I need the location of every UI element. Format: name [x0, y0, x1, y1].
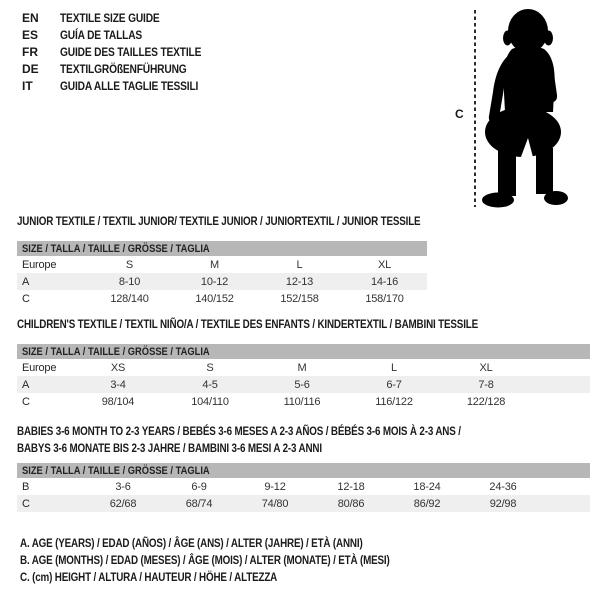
cell: XL — [479, 361, 493, 374]
row-label: Europe — [22, 361, 57, 374]
language-title: GUIDE DES TAILLES TEXTILE — [60, 45, 202, 59]
cell-filler — [541, 478, 590, 495]
height-measure-label: C — [455, 107, 464, 121]
cell: 68/74 — [161, 495, 237, 512]
size-header-row: SIZE / TALLA / TAILLE / GRÖSSE / TAGLIA — [17, 344, 591, 359]
language-title: TEXTILE SIZE GUIDE — [60, 11, 160, 25]
cell-filler — [532, 359, 590, 376]
table-row: A 8-10 10-12 12-13 14-16 — [17, 273, 428, 290]
footnote-a: A. AGE (YEARS) / EDAD (AÑOS) / ÂGE (ANS)… — [20, 536, 363, 550]
table-row: C 128/140 140/152 152/158 158/170 — [17, 290, 427, 307]
cell: 18-24 — [413, 480, 441, 493]
cell: 12-13 — [257, 273, 342, 290]
babies-table-title-line1: BABIES 3-6 MONTH TO 2-3 YEARS / BEBÉS 3-… — [17, 424, 461, 438]
cell: 3-4 — [72, 376, 164, 393]
cell: 74/80 — [237, 495, 313, 512]
row-label: A — [17, 273, 87, 290]
row-label: A — [17, 376, 72, 393]
baby-silhouette-shape — [482, 9, 568, 208]
row-label: C — [17, 495, 85, 512]
cell: 6-7 — [348, 376, 440, 393]
baby-silhouette-icon — [474, 9, 568, 208]
cell: S — [206, 361, 214, 374]
language-code: DE — [22, 62, 39, 76]
cell: 5-6 — [256, 376, 348, 393]
cell: 24-36 — [489, 480, 517, 493]
cell: M — [297, 361, 307, 374]
cell: S — [125, 258, 134, 271]
cell: 86/92 — [389, 495, 465, 512]
size-header-label: SIZE / TALLA / TAILLE / GRÖSSE / TAGLIA — [22, 345, 210, 358]
cell-filler — [532, 376, 591, 393]
cell: 104/110 — [191, 395, 229, 408]
size-header-row: SIZE / TALLA / TAILLE / GRÖSSE / TAGLIA — [17, 463, 591, 478]
cell: 128/140 — [110, 292, 149, 305]
table-row: C 62/68 68/74 74/80 80/86 86/92 92/98 — [17, 495, 591, 512]
footnote-b: B. AGE (MONTHS) / EDAD (MESES) / ÂGE (MO… — [20, 553, 390, 567]
footnotes: A. AGE (YEARS) / EDAD (AÑOS) / ÂGE (ANS)… — [20, 535, 471, 586]
size-header-label: SIZE / TALLA / TAILLE / GRÖSSE / TAGLIA — [22, 464, 210, 477]
language-title: GUIDA ALLE TAGLIE TESSILI — [60, 79, 199, 93]
legs-gap — [518, 138, 535, 165]
cell: 8-10 — [87, 273, 172, 290]
cell: 98/104 — [101, 395, 135, 408]
cell: 4-5 — [164, 376, 256, 393]
language-row-de: DE TEXTILGRÖßENFÜHRUNG — [22, 61, 226, 78]
cell: 140/152 — [195, 292, 234, 305]
cell: 3-6 — [115, 480, 131, 493]
junior-size-table: SIZE / TALLA / TAILLE / GRÖSSE / TAGLIA … — [17, 241, 428, 307]
babies-size-table: SIZE / TALLA / TAILLE / GRÖSSE / TAGLIA … — [17, 463, 591, 512]
language-title: GUÍA DE TALLAS — [60, 28, 143, 42]
cell-filler — [541, 495, 591, 512]
language-code: EN — [22, 11, 39, 25]
table-row: C 98/104 104/110 110/116 116/122 122/128 — [17, 393, 590, 410]
language-title: TEXTILGRÖßENFÜHRUNG — [60, 62, 187, 76]
footnote-c: C. (cm) HEIGHT / ALTURA / HAUTEUR / HÖHE… — [20, 570, 278, 584]
junior-table-title: JUNIOR TEXTILE / TEXTIL JUNIOR/ TEXTILE … — [17, 214, 421, 228]
language-code: FR — [22, 45, 38, 59]
row-label: B — [22, 480, 30, 493]
cell: 152/158 — [280, 292, 319, 305]
cell: 12-18 — [337, 480, 365, 493]
row-label: Europe — [22, 258, 57, 271]
cell: 9-12 — [264, 480, 286, 493]
size-header-row: SIZE / TALLA / TAILLE / GRÖSSE / TAGLIA — [17, 241, 428, 256]
table-row: Europe XS S M L XL — [17, 359, 590, 376]
cell: 6-9 — [191, 480, 207, 493]
childrens-table-title: CHILDREN'S TEXTILE / TEXTIL NIÑO/A / TEX… — [17, 317, 479, 331]
childrens-size-table: SIZE / TALLA / TAILLE / GRÖSSE / TAGLIA … — [17, 344, 591, 410]
cell: XS — [110, 361, 126, 374]
language-list: EN TEXTILE SIZE GUIDE ES GUÍA DE TALLAS FR… — [22, 10, 226, 95]
cell: L — [296, 258, 303, 271]
row-label: C — [22, 395, 30, 408]
language-code: ES — [22, 28, 39, 42]
language-row-en: EN TEXTILE SIZE GUIDE — [22, 10, 226, 27]
cell: 62/68 — [85, 495, 161, 512]
language-code: IT — [22, 79, 33, 93]
table-row: Europe S M L XL — [17, 256, 427, 273]
table-row: B 3-6 6-9 9-12 12-18 18-24 24-36 — [17, 478, 590, 495]
row-label: C — [22, 292, 30, 305]
language-row-fr: FR GUIDE DES TAILLES TEXTILE — [22, 44, 226, 61]
cell: 10-12 — [172, 273, 257, 290]
cell: 80/86 — [313, 495, 389, 512]
cell: 122/128 — [466, 395, 506, 408]
babies-table-title-line2: BABYS 3-6 MONATE BIS 2-3 JAHRE / BAMBINI… — [17, 441, 322, 455]
cell: 14-16 — [342, 273, 428, 290]
cell-filler — [532, 393, 590, 410]
cell: M — [210, 258, 219, 271]
cell: 92/98 — [465, 495, 541, 512]
cell: 7-8 — [440, 376, 532, 393]
size-header-label: SIZE / TALLA / TAILLE / GRÖSSE / TAGLIA — [22, 242, 210, 255]
cell: XL — [377, 258, 392, 271]
cell: L — [391, 361, 397, 374]
table-row: A 3-4 4-5 5-6 6-7 7-8 — [17, 376, 591, 393]
language-row-es: ES GUÍA DE TALLAS — [22, 27, 226, 44]
cell: 158/170 — [365, 292, 404, 305]
cell: 110/116 — [283, 395, 321, 408]
language-row-it: IT GUIDA ALLE TAGLIE TESSILI — [22, 78, 226, 95]
cell: 116/122 — [375, 395, 413, 408]
